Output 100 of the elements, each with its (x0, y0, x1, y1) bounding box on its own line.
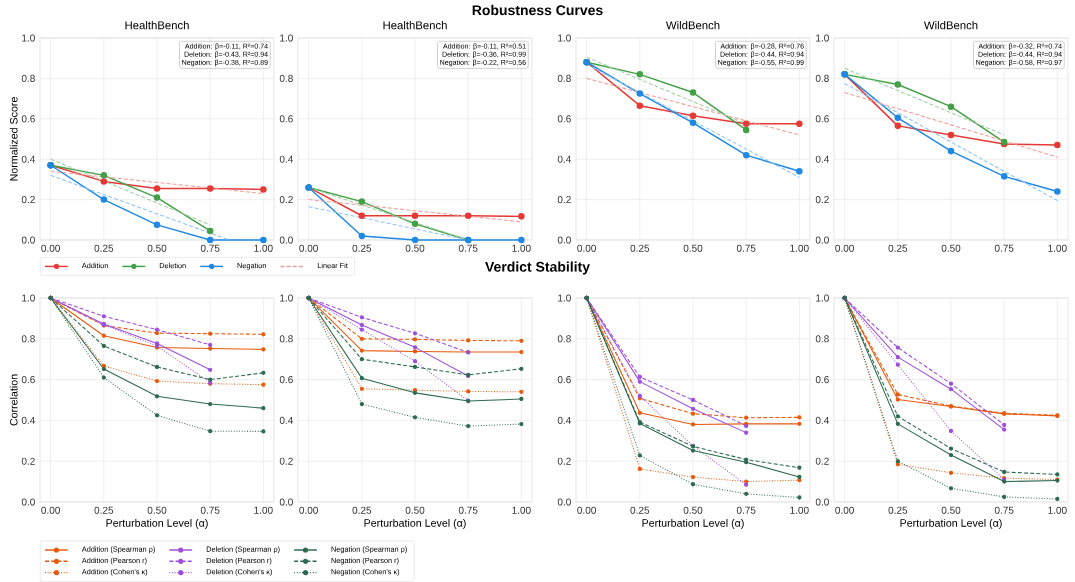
x-tick-label: 0.00 (577, 244, 596, 252)
x-tick-label: 1.00 (790, 244, 809, 252)
y-tick-label: 0.6 (557, 376, 571, 384)
x-axis-title: Perturbation Level (α) (642, 518, 744, 529)
text: Verdict Stability (485, 261, 590, 275)
chart-title: HealthBench (125, 21, 189, 30)
y-tick-label: 0.0 (815, 498, 829, 506)
x-tick-label: 0.75 (736, 506, 756, 514)
chart-title: HealthBench (383, 21, 447, 30)
x-axis-title: Perturbation Level (α) (900, 518, 1002, 529)
y-tick-label: 1.0 (22, 34, 35, 42)
y-tick-label: 0.0 (279, 236, 293, 244)
y-tick-label: 0.2 (557, 457, 571, 465)
x-tick-label: 1.00 (1048, 506, 1067, 514)
x-tick-label: 0.25 (352, 244, 372, 252)
text: Robustness Curves (472, 4, 603, 16)
x-tick-label: 0.75 (994, 506, 1014, 514)
x-tick-label: 0.50 (147, 244, 167, 252)
y-axis-title: Correlation (9, 374, 18, 426)
y-tick-label: 0.0 (557, 236, 571, 244)
y-tick-label: 0.8 (279, 335, 293, 343)
x-tick-label: 0.50 (683, 506, 703, 514)
x-tick-label: 0.25 (630, 244, 650, 252)
x-tick-label: 0.25 (630, 506, 650, 514)
x-tick-label: 0.00 (299, 244, 318, 252)
y-tick-label: 1.0 (816, 34, 829, 42)
y-tick-label: 1.0 (558, 294, 571, 302)
y-tick-label: 0.2 (557, 196, 571, 204)
x-tick-label: 0.25 (94, 244, 114, 252)
y-tick-label: 1.0 (816, 294, 829, 302)
y-tick-label: 0.4 (279, 416, 294, 424)
y-tick-label: 1.0 (558, 34, 571, 42)
y-tick-label: 0.4 (279, 155, 294, 163)
y-tick-label: 0.0 (815, 236, 829, 244)
x-tick-label: 0.50 (147, 506, 167, 514)
chart-title: WildBench (665, 21, 720, 30)
y-tick-label: 1.0 (280, 294, 293, 302)
x-tick-label: 1.00 (1048, 244, 1067, 252)
y-tick-label: 0.2 (815, 457, 829, 465)
y-tick-label: 0.2 (279, 196, 293, 204)
x-tick-label: 0.00 (41, 506, 60, 514)
x-tick-label: 1.00 (790, 506, 809, 514)
y-axis-title: Normalized Score (9, 97, 18, 181)
x-tick-label: 1.00 (254, 244, 273, 252)
y-tick-label: 0.0 (21, 498, 35, 506)
y-tick-label: 0.8 (557, 335, 571, 343)
y-tick-label: 0.0 (21, 236, 35, 244)
x-tick-label: 0.75 (458, 244, 478, 252)
x-tick-label: 0.00 (41, 244, 60, 252)
x-tick-label: 0.50 (405, 244, 425, 252)
y-tick-label: 0.8 (21, 335, 35, 343)
y-tick-label: 0.6 (815, 115, 829, 123)
y-tick-label: 0.8 (557, 74, 571, 82)
y-tick-label: 0.0 (557, 498, 571, 506)
x-tick-label: 0.75 (458, 506, 478, 514)
x-tick-label: 1.00 (512, 244, 531, 252)
y-tick-label: 0.6 (279, 376, 293, 384)
x-tick-label: 0.75 (994, 244, 1014, 252)
x-tick-label: 0.25 (94, 506, 114, 514)
x-tick-label: 0.50 (405, 506, 425, 514)
x-tick-label: 0.50 (941, 244, 961, 252)
y-tick-label: 0.2 (279, 457, 293, 465)
y-tick-label: 1.0 (280, 34, 293, 42)
x-tick-label: 0.25 (352, 506, 372, 514)
y-tick-label: 0.4 (815, 416, 829, 424)
y-tick-label: 0.4 (557, 155, 571, 163)
y-tick-label: 0.0 (279, 498, 293, 506)
x-tick-label: 0.50 (683, 244, 703, 252)
y-tick-label: 1.0 (22, 294, 35, 302)
y-tick-label: 0.8 (279, 74, 293, 82)
x-tick-label: 0.00 (299, 506, 318, 514)
x-axis-title: Perturbation Level (α) (106, 518, 208, 529)
y-tick-label: 0.6 (21, 376, 35, 384)
y-tick-label: 0.8 (815, 335, 829, 343)
y-tick-label: 0.6 (557, 115, 571, 123)
y-tick-label: 0.2 (21, 457, 35, 465)
y-tick-label: 0.8 (815, 74, 829, 82)
x-tick-label: 0.50 (941, 506, 961, 514)
x-tick-label: 0.75 (200, 506, 220, 514)
y-tick-label: 0.6 (279, 115, 293, 123)
y-tick-label: 0.2 (21, 196, 35, 204)
x-tick-label: 0.00 (577, 506, 596, 514)
x-tick-label: 0.00 (835, 506, 854, 514)
x-tick-label: 0.75 (736, 244, 756, 252)
y-tick-label: 0.4 (21, 416, 36, 424)
x-tick-label: 1.00 (254, 506, 273, 514)
y-tick-label: 0.8 (21, 74, 35, 82)
x-tick-label: 0.00 (835, 244, 854, 252)
x-axis-title: Perturbation Level (α) (364, 518, 466, 529)
y-tick-label: 0.6 (21, 115, 35, 123)
chart-title: WildBench (923, 21, 978, 30)
y-tick-label: 0.4 (21, 155, 36, 163)
x-tick-label: 0.25 (888, 244, 908, 252)
y-tick-label: 0.4 (557, 416, 571, 424)
x-tick-label: 1.00 (512, 506, 531, 514)
x-tick-label: 0.75 (200, 244, 220, 252)
y-tick-label: 0.6 (815, 376, 829, 384)
x-tick-label: 0.25 (888, 506, 908, 514)
y-tick-label: 0.4 (815, 155, 829, 163)
y-tick-label: 0.2 (815, 196, 829, 204)
